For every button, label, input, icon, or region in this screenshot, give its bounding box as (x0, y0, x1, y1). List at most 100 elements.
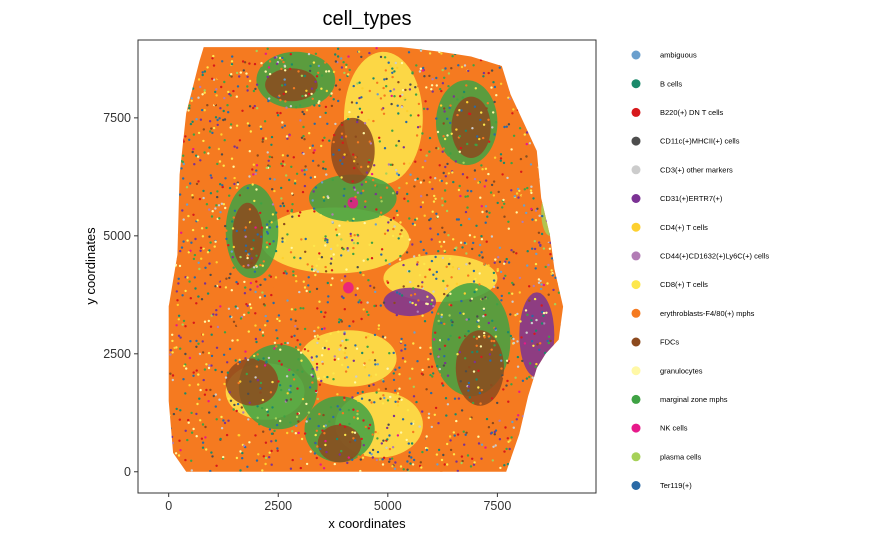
cell-point (532, 284, 535, 288)
cell-point (295, 424, 298, 427)
cell-point (342, 194, 345, 197)
cell-point (434, 177, 437, 180)
cell-point (399, 431, 403, 434)
cell-point (261, 291, 264, 294)
cell-point (493, 100, 496, 104)
cell-point (434, 255, 437, 259)
cell-point (432, 338, 436, 341)
cell-point (224, 206, 227, 210)
cell-point (203, 70, 207, 73)
cell-point (301, 370, 304, 373)
cell-point (446, 463, 449, 466)
cell-point (324, 105, 328, 109)
cell-point (248, 105, 252, 108)
cell-point (287, 275, 291, 278)
legend-label: CD44(+)CD1632(+)Ly6C(+) cells (660, 252, 769, 261)
cell-point (293, 182, 297, 185)
cell-point (232, 245, 235, 249)
cell-point (283, 239, 286, 242)
cell-region (343, 282, 354, 294)
cell-point (303, 173, 306, 176)
cell-point (398, 292, 401, 295)
cell-point (338, 224, 341, 227)
cell-point (215, 204, 218, 207)
cell-point (221, 184, 224, 187)
cell-point (305, 289, 308, 293)
cell-point (320, 327, 324, 331)
cell-point (441, 226, 444, 229)
cell-point (471, 401, 475, 405)
cell-point (278, 359, 281, 363)
cell-point (378, 458, 382, 461)
cell-point (372, 77, 375, 80)
cell-point (406, 468, 409, 471)
cell-point (512, 108, 515, 111)
cell-point (320, 310, 323, 314)
cell-point (332, 253, 335, 256)
cell-point (367, 165, 370, 168)
cell-point (455, 128, 458, 131)
cell-point (414, 93, 418, 96)
cell-point (538, 214, 541, 217)
cell-point (198, 276, 201, 279)
cell-point (188, 104, 191, 107)
cell-point (449, 121, 452, 125)
cell-point (419, 195, 423, 198)
cell-point (248, 150, 251, 153)
cell-point (411, 422, 415, 425)
cell-point (505, 277, 508, 281)
cell-point (235, 456, 239, 460)
cell-point (547, 263, 550, 267)
cell-point (509, 313, 512, 316)
cell-point (195, 345, 198, 348)
cell-point (533, 247, 537, 251)
cell-point (375, 391, 378, 394)
cell-point (547, 242, 550, 246)
cell-point (329, 247, 333, 251)
cell-point (182, 177, 185, 180)
cell-point (371, 351, 375, 354)
cell-point (236, 339, 239, 342)
cell-point (484, 313, 487, 317)
cell-point (480, 248, 484, 252)
cell-point (281, 256, 284, 260)
cell-point (332, 378, 335, 381)
cell-point (444, 287, 448, 290)
cell-point (408, 455, 411, 458)
cell-point (534, 219, 538, 222)
cell-point (466, 176, 469, 179)
cell-point (324, 424, 327, 427)
cell-point (343, 351, 347, 355)
cell-point (191, 228, 195, 232)
cell-point (450, 132, 453, 135)
cell-point (509, 308, 512, 311)
cell-point (367, 335, 370, 338)
legend-label: CD4(+) T cells (660, 223, 708, 232)
cell-point (368, 140, 371, 143)
cell-point (458, 351, 462, 354)
cell-point (294, 308, 297, 311)
cell-point (400, 294, 404, 297)
cell-point (284, 90, 288, 94)
cell-point (372, 119, 375, 123)
cell-point (288, 67, 292, 71)
x-tick-label: 7500 (483, 499, 511, 513)
cell-point (229, 126, 232, 129)
cell-point (236, 323, 239, 327)
cell-point (214, 405, 217, 408)
cell-point (483, 185, 486, 188)
cell-point (220, 316, 223, 319)
cell-point (402, 464, 406, 468)
cell-point (341, 339, 344, 343)
cell-point (280, 197, 283, 200)
cell-point (234, 359, 237, 362)
cell-point (270, 156, 274, 159)
cell-point (252, 173, 255, 176)
cell-point (428, 74, 431, 78)
cell-point (521, 359, 524, 363)
cell-point (317, 326, 320, 329)
cell-point (454, 413, 457, 416)
cell-point (339, 159, 342, 162)
cell-point (357, 399, 360, 402)
cell-point (244, 249, 248, 253)
